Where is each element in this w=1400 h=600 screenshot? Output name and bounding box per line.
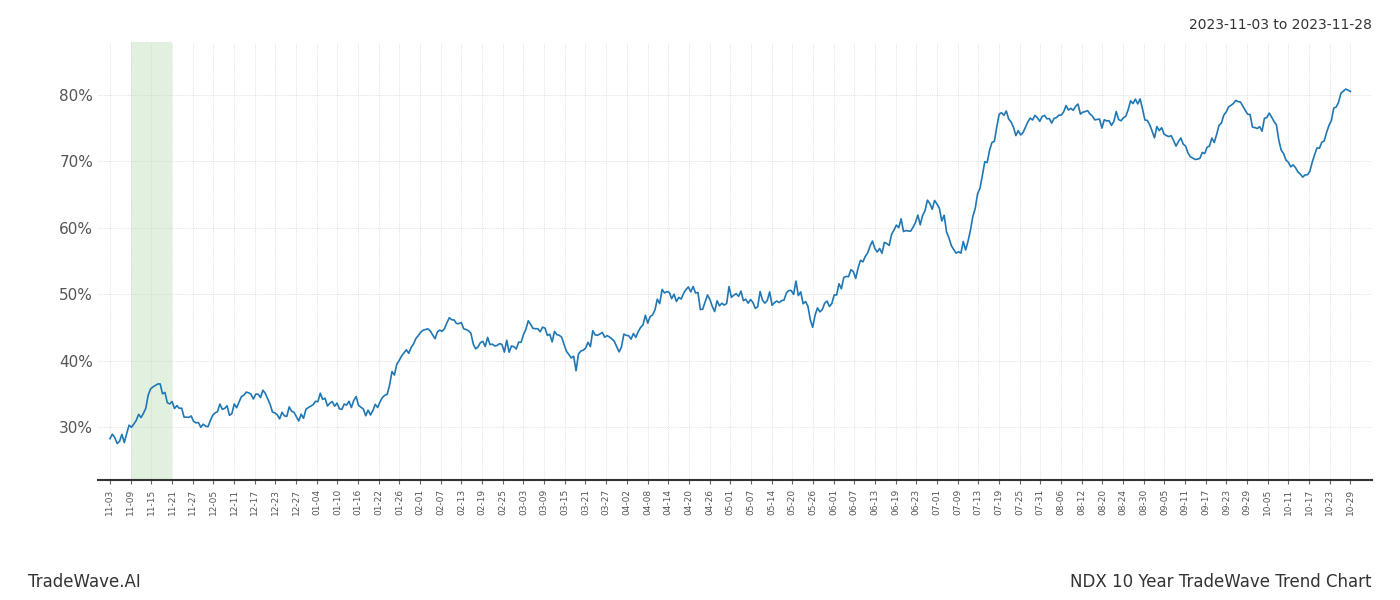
Text: TradeWave.AI: TradeWave.AI	[28, 573, 141, 591]
Text: 2023-11-03 to 2023-11-28: 2023-11-03 to 2023-11-28	[1189, 18, 1372, 32]
Bar	[130, 42, 172, 480]
Text: NDX 10 Year TradeWave Trend Chart: NDX 10 Year TradeWave Trend Chart	[1071, 573, 1372, 591]
